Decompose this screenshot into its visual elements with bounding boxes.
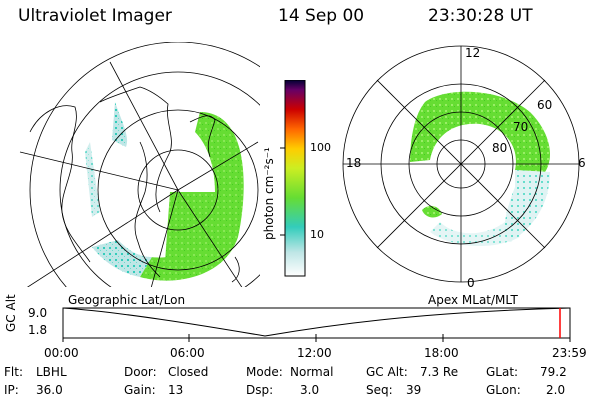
gc-alt-label: GC Alt:	[366, 365, 408, 379]
aurora-oval-geo	[85, 102, 244, 281]
time-tick-0: 00:00	[44, 346, 79, 360]
mlat-label-70: 70	[513, 120, 529, 134]
time-tick-1: 06:00	[170, 346, 205, 360]
time-tick-4: 23:59	[552, 346, 587, 360]
dsp-value: 3.0	[300, 383, 320, 397]
glat-label: GLat:	[486, 365, 519, 379]
apex-caption: Apex MLat/MLT	[428, 293, 518, 307]
filter-value: LBHL	[36, 365, 67, 379]
mlat-label-80: 80	[492, 141, 508, 155]
door-label: Door:	[124, 365, 157, 379]
glon-label: GLon:	[486, 383, 521, 397]
mlt-label-12: 12	[465, 46, 481, 60]
glat-value: 79.2	[540, 365, 567, 379]
seq-label: Seq:	[366, 383, 393, 397]
orbit-altitude-timeline	[62, 307, 571, 342]
colorbar-unit-label: photon cm⁻²s⁻¹	[262, 147, 276, 240]
seq-value: 39	[406, 383, 422, 397]
mlt-label-18: 18	[346, 156, 362, 170]
door-value: Closed	[168, 365, 209, 379]
mlt-label-6: 6	[578, 156, 586, 170]
filter-label: Flt:	[4, 365, 23, 379]
date-label: 14 Sep 00	[278, 6, 365, 26]
geographic-caption: Geographic Lat/Lon	[68, 293, 186, 307]
mode-label: Mode:	[246, 365, 283, 379]
instrument-title: Ultraviolet Imager	[18, 6, 172, 26]
gain-value: 13	[168, 383, 184, 397]
glon-value: 2.0	[546, 383, 566, 397]
colorbar-tick-10: 10	[310, 228, 324, 241]
colorbar-tick-100: 100	[310, 141, 331, 154]
time-label: 23:30:28 UT	[428, 6, 533, 26]
aurora-oval-apex	[410, 91, 550, 247]
geographic-map	[19, 42, 260, 287]
color-scale	[280, 80, 306, 277]
mlat-label-60: 60	[537, 98, 553, 112]
gain-label: Gain:	[124, 383, 156, 397]
apex-polar-plot	[342, 45, 580, 283]
time-tick-3: 18:00	[424, 346, 459, 360]
mlt-label-0: 0	[467, 276, 475, 290]
ip-value: 36.0	[36, 383, 63, 397]
ip-label: IP:	[4, 383, 19, 397]
mode-value: Normal	[290, 365, 334, 379]
dsp-label: Dsp:	[246, 383, 274, 397]
gc-alt-value: 7.3 Re	[420, 365, 459, 379]
apex-grid	[342, 45, 580, 283]
alt-min-label: 1.8	[28, 323, 48, 337]
alt-max-label: 9.0	[28, 306, 48, 320]
time-tick-2: 12:00	[297, 346, 332, 360]
geo-grid	[19, 42, 260, 287]
